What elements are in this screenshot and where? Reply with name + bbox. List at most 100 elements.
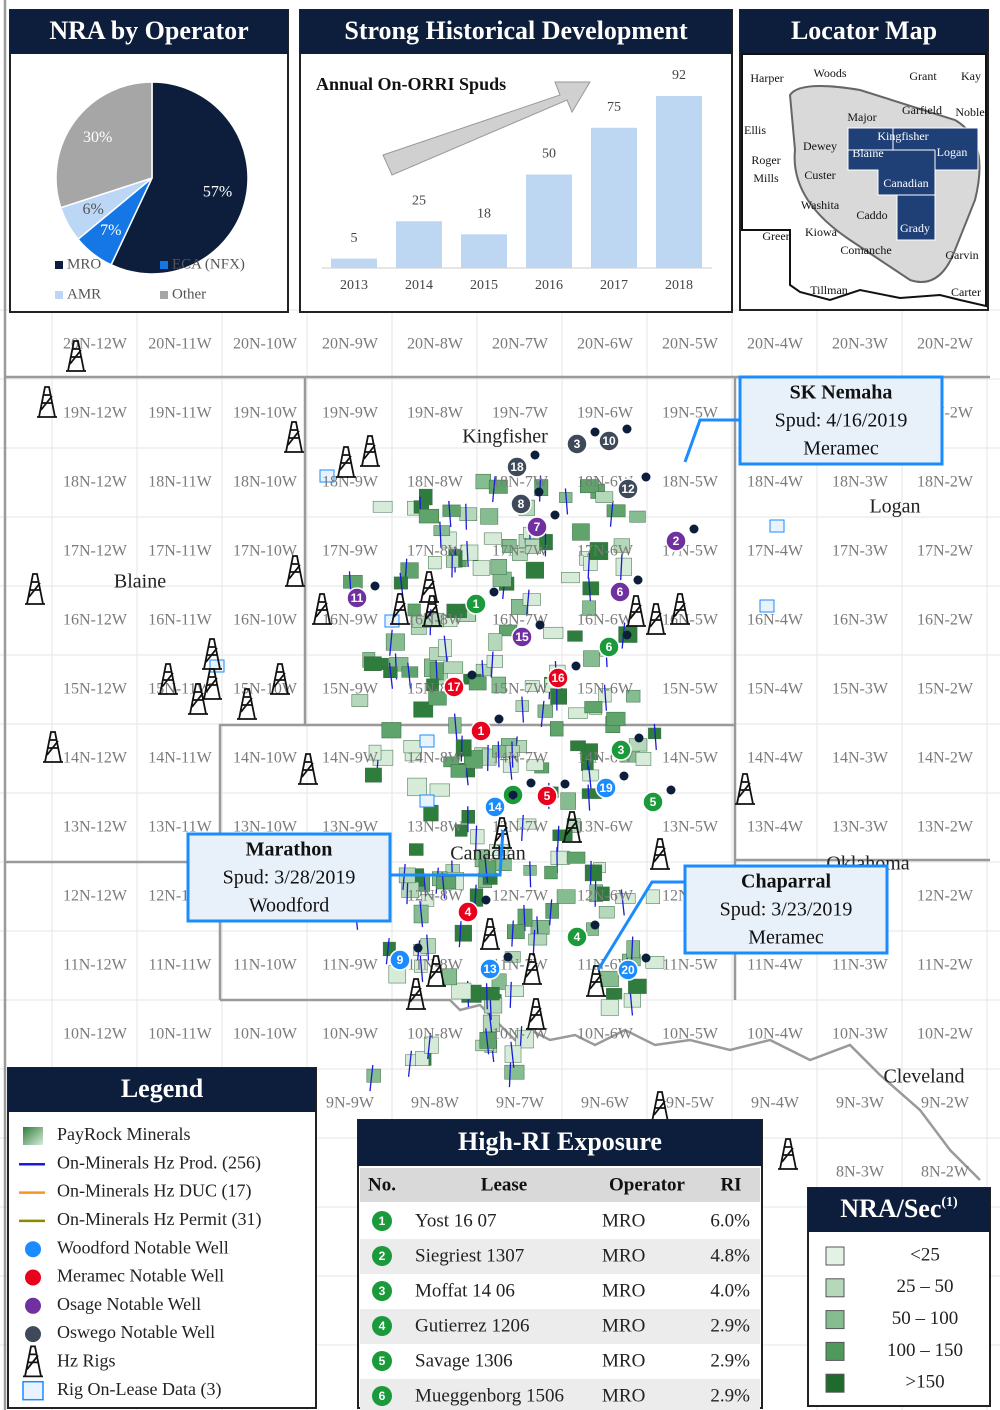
well-number: 16 [551,671,565,685]
township-label: 10N-6W [577,1026,634,1043]
lease [599,906,614,918]
township-label: 20N-10W [233,336,298,353]
county-label: Blaine [114,571,166,593]
township-label: 20N-3W [832,336,889,353]
township-label: 16N-12W [63,612,128,629]
township-label: 8N-3W [836,1164,885,1181]
township-label: 10N-8W [407,1026,464,1043]
township-label: 12N-2W [917,888,974,905]
township-label: 16N-2W [917,612,974,629]
well-dot [634,576,643,585]
township-label: 19N-11W [148,405,212,422]
lease [443,662,462,674]
column-header: No. [368,1174,396,1195]
column-header: RI [720,1174,741,1195]
lease [545,866,558,879]
column-header: Operator [609,1174,686,1195]
township-label: 18N-5W [662,474,719,491]
bar-label: 50 [542,147,556,162]
township-label: 12N-7W [492,888,549,905]
legend-label: On-Minerals Hz Permit (31) [57,1209,261,1230]
township-label: 14N-8W [407,750,464,767]
township-label: 11N-10W [233,957,297,974]
county-label: Canadian [450,843,526,865]
lease [452,983,471,999]
lease [630,511,646,522]
township-label: 18N-10W [233,474,298,491]
well-number: 1 [478,724,485,738]
township-label: 9N-9W [326,1095,375,1112]
lease [481,987,500,1000]
chart-subtitle: Annual On-ORRI Spuds [316,74,506,94]
legend-label: Oswego Notable Well [57,1322,215,1342]
township-label: 14N-11W [148,750,212,767]
x-tick-label: 2016 [535,278,563,293]
well-dot [620,772,629,781]
well-dot [642,473,651,482]
township-label: 14N-12W [63,750,128,767]
lease [531,920,549,934]
table-cell: 6 [379,1389,386,1403]
column-header: Lease [481,1174,527,1195]
bar-label: 75 [607,100,621,115]
table-cell: 2.9% [710,1315,750,1336]
lease [585,701,602,712]
hz-well [590,861,591,887]
township-label: 20N-11W [148,336,212,353]
township-label: 15N-7W [492,681,549,698]
lease [505,986,523,997]
well-number: 7 [534,520,541,534]
well-dot [414,944,423,953]
county-name: Woods [813,66,846,80]
legend-swatch [23,1382,43,1400]
township-label: 17N-3W [832,543,889,560]
legend-swatch [826,1311,844,1329]
panel-title: High-RI Exposure [458,1127,662,1156]
legend-swatch [160,261,168,269]
township-label: 17N-10W [233,543,298,560]
bar [461,234,507,268]
legend-label: Woodford Notable Well [57,1237,229,1257]
township-label: 17N-11W [148,543,212,560]
township-label: 16N-10W [233,612,298,629]
well-dot [495,715,504,724]
township-label: 19N-12W [63,405,128,422]
township-label: 17N-12W [63,543,128,560]
lease [526,562,544,578]
township-label: 12N-12W [63,888,128,905]
lease [572,524,589,541]
rig-on-lease [420,795,434,807]
lease [434,526,450,536]
township-label: 16N-3W [832,612,889,629]
well-number: 11 [351,591,364,605]
township-label: 11N-11W [149,957,213,974]
lease [408,778,427,796]
lease [561,793,576,810]
well-number: 12 [621,482,635,496]
legend-label: >150 [905,1372,944,1393]
township-label: 18N-12W [63,474,128,491]
lease [551,851,570,865]
lease [624,993,641,1007]
well-dot [536,621,545,630]
callout-formation: Woodford [249,895,330,917]
lease [455,925,472,941]
legend-label: <25 [910,1244,940,1265]
x-tick-label: 2015 [470,278,498,293]
title-text: NRA/Sec [840,1194,941,1223]
township-label: 11N-9W [322,957,378,974]
well-dot [371,582,380,591]
page: 20N-12W20N-11W20N-10W20N-9W20N-8W20N-7W2… [0,0,1000,1410]
township-label: 12N-6W [577,888,634,905]
table-cell: 4.0% [710,1280,750,1301]
table-cell: 2 [379,1249,386,1263]
township-label: 17N-7W [492,543,549,560]
well-number: 10 [602,434,616,448]
legend-swatch [55,291,63,299]
county-name: Garfield [902,103,942,117]
rig-on-lease [210,660,224,672]
township-label: 18N-3W [832,474,889,491]
township-label: 19N-8W [407,405,464,422]
township-label: 18N-2W [917,474,974,491]
township-label: 18N-4W [747,474,804,491]
